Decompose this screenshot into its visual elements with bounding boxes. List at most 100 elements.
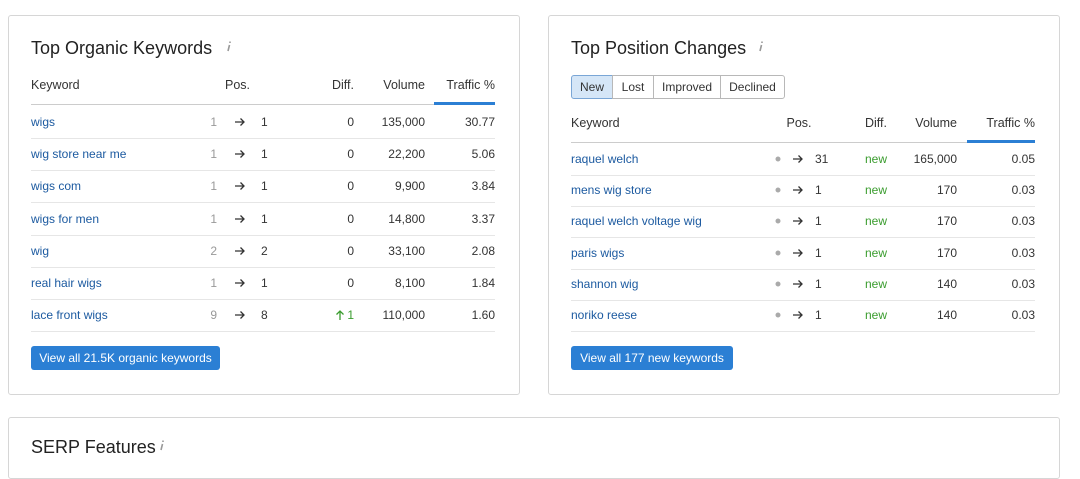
panel-title: Top Organic Keywords xyxy=(31,38,213,58)
column-header: Keyword xyxy=(31,78,80,92)
filter-tab[interactable]: New xyxy=(571,75,613,99)
arrow-icon xyxy=(235,214,245,223)
traffic-percent: 0.03 xyxy=(1011,276,1035,291)
dot-icon xyxy=(775,312,781,318)
position: 8 xyxy=(261,308,268,323)
difference: 0 xyxy=(347,243,354,258)
view-all-button[interactable]: View all 177 new keywords xyxy=(571,346,733,370)
previous-position: 1 xyxy=(210,115,217,129)
previous-position: 9 xyxy=(210,308,217,323)
volume: 22,200 xyxy=(388,147,425,162)
position: 2 xyxy=(261,243,268,258)
traffic-percent: 0.05 xyxy=(1011,152,1035,166)
previous-position: 1 xyxy=(210,147,217,162)
view-all-button[interactable]: View all 21.5K organic keywords xyxy=(31,346,220,370)
info-icon xyxy=(227,41,231,52)
keyword-link[interactable]: shannon wig xyxy=(571,276,639,291)
arrow-icon xyxy=(235,311,245,320)
dot-icon xyxy=(775,281,781,287)
difference: new xyxy=(864,214,887,229)
volume: 14,800 xyxy=(388,211,425,226)
column-header: Pos. xyxy=(786,116,812,130)
volume: 110,000 xyxy=(382,308,426,323)
arrow-icon xyxy=(793,217,803,226)
keyword-link[interactable]: real hair wigs xyxy=(31,276,102,290)
page: Top Organic Keywords Keyword Pos. Diff. Volu… xyxy=(8,15,1060,479)
info-icon xyxy=(759,41,763,52)
keyword-link[interactable]: wigs xyxy=(31,115,56,129)
divider xyxy=(571,331,1035,332)
dot-icon xyxy=(775,156,781,162)
difference: 0 xyxy=(347,211,354,226)
column-header: Keyword xyxy=(571,116,620,130)
position: 1 xyxy=(815,308,822,322)
previous-position: 1 xyxy=(210,179,217,194)
keyword-link[interactable]: lace front wigs xyxy=(31,308,108,323)
position: 1 xyxy=(261,276,268,290)
volume: 33,100 xyxy=(388,243,425,258)
divider xyxy=(571,268,1035,270)
position: 1 xyxy=(815,183,822,198)
divider xyxy=(31,234,495,236)
dot-icon xyxy=(775,218,781,224)
arrow-icon xyxy=(235,246,245,255)
column-header: Diff. xyxy=(865,116,887,130)
volume: 135,000 xyxy=(381,115,425,129)
difference: 0 xyxy=(347,179,354,194)
column-header: Volume xyxy=(383,78,425,92)
traffic-percent: 0.03 xyxy=(1011,214,1035,229)
keyword-link[interactable]: raquel welch xyxy=(571,152,639,166)
divider xyxy=(31,170,495,172)
difference: new xyxy=(864,308,887,322)
keyword-link[interactable]: mens wig store xyxy=(571,183,652,198)
keyword-link[interactable]: paris wigs xyxy=(571,245,625,260)
info-icon xyxy=(160,440,164,451)
column-header: Traffic % xyxy=(986,116,1035,130)
position: 1 xyxy=(815,245,822,260)
position-changes-panel xyxy=(548,15,1060,395)
position: 1 xyxy=(261,211,268,226)
difference: new xyxy=(864,152,887,166)
keyword-link[interactable]: raquel welch voltage wig xyxy=(571,214,702,229)
position: 1 xyxy=(261,147,268,162)
keyword-link[interactable]: wigs for men xyxy=(31,211,100,226)
divider xyxy=(31,299,495,300)
position: 1 xyxy=(815,214,822,229)
keyword-link[interactable]: wig store near me xyxy=(31,147,127,162)
arrow-icon xyxy=(793,155,803,163)
volume: 170 xyxy=(936,214,957,229)
arrow-icon xyxy=(235,182,245,191)
volume: 165,000 xyxy=(913,152,957,166)
panel-title: Top Position Changes xyxy=(571,38,747,58)
divider xyxy=(31,202,495,204)
arrow-icon xyxy=(793,311,803,319)
position: 1 xyxy=(261,115,268,129)
difference: new xyxy=(864,276,887,291)
traffic-percent: 1.84 xyxy=(471,276,495,290)
filter-tab[interactable]: Improved xyxy=(653,75,721,99)
arrow-icon xyxy=(793,248,803,257)
previous-position: 1 xyxy=(210,276,217,290)
keyword-link[interactable]: wig xyxy=(31,243,50,258)
keyword-link[interactable]: noriko reese xyxy=(571,308,638,322)
dot-icon xyxy=(775,250,781,256)
divider xyxy=(31,331,495,333)
difference: new xyxy=(864,183,887,198)
filter-tab[interactable]: Declined xyxy=(720,75,785,99)
up-icon xyxy=(336,310,344,321)
column-header: Volume xyxy=(915,116,957,130)
traffic-percent: 0.03 xyxy=(1011,308,1035,322)
filter-tab[interactable]: Lost xyxy=(612,75,654,99)
keywords-panel xyxy=(8,15,520,395)
keyword-link[interactable]: wigs com xyxy=(31,179,82,194)
divider xyxy=(967,140,1035,143)
divider xyxy=(571,142,1035,143)
arrow-icon xyxy=(235,150,245,159)
traffic-percent: 2.08 xyxy=(471,243,495,258)
divider xyxy=(571,206,1035,208)
traffic-percent: 30.77 xyxy=(464,115,495,129)
traffic-percent: 3.84 xyxy=(471,179,495,194)
traffic-percent: 5.06 xyxy=(471,147,495,162)
volume: 140 xyxy=(936,308,957,322)
divider xyxy=(31,138,495,139)
